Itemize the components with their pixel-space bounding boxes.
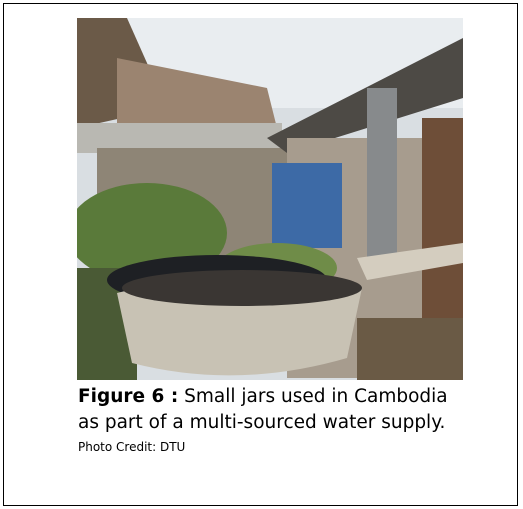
- photo: [77, 18, 463, 380]
- caption-text: Small jars used in Cambodia as part of a…: [78, 386, 448, 433]
- figure-frame: [3, 3, 518, 506]
- caption: Figure 6 : Small jars used in Cambodia a…: [78, 384, 470, 436]
- photo-credit: Photo Credit: DTU: [78, 440, 186, 454]
- figure-label: Figure 6 :: [78, 386, 179, 407]
